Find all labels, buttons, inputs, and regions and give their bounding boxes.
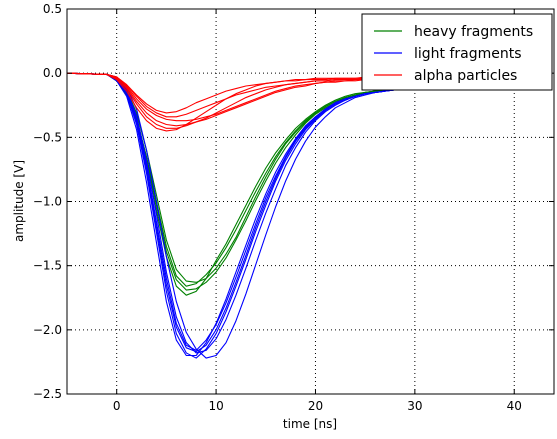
y-tick-label: −2.0 [33, 323, 62, 337]
x-tick-label: 10 [208, 399, 223, 413]
x-tick-labels: 0 10 20 30 40 [113, 399, 522, 413]
y-tick-label: −0.5 [33, 130, 62, 144]
legend-label-alpha: alpha particles [414, 68, 517, 84]
legend-label-heavy: heavy fragments [414, 24, 533, 40]
x-tick-label: 30 [407, 399, 422, 413]
series-line-heavy-fragments [67, 72, 415, 291]
legend-box [361, 13, 553, 91]
series-line-light-fragments [67, 72, 415, 359]
y-tick-label: 0.0 [43, 66, 62, 80]
y-tick-label: −2.5 [33, 387, 62, 401]
x-tick-label: 20 [308, 399, 323, 413]
legend: heavy fragments light fragments alpha pa… [361, 13, 553, 91]
y-tick-label: −1.0 [33, 195, 62, 209]
y-axis-label: amplitude [V] [12, 160, 26, 242]
y-tick-label: 0.5 [43, 2, 62, 16]
y-tick-labels: 0.5 0.0 −0.5 −1.0 −1.5 −2.0 −2.5 [33, 2, 62, 401]
series-line-light-fragments [67, 72, 415, 351]
y-tick-label: −1.5 [33, 259, 62, 273]
x-tick-label: 0 [113, 399, 121, 413]
legend-label-light: light fragments [414, 46, 522, 62]
x-axis-label: time [ns] [283, 417, 337, 431]
x-tick-label: 40 [507, 399, 522, 413]
